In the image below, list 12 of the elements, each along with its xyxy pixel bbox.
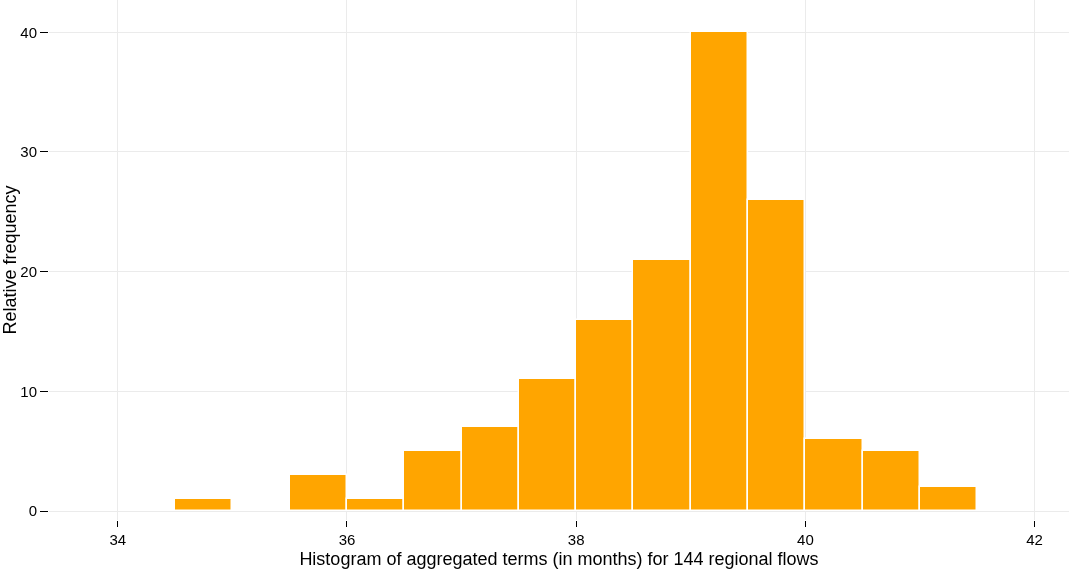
y-tick-label: 40 <box>20 23 37 41</box>
y-tick-label: 10 <box>20 382 37 400</box>
x-tick-label: 40 <box>797 531 814 548</box>
x-axis-title: Histogram of aggregated terms (in months) for 144 regional flows <box>299 549 819 570</box>
y-tick-label: 20 <box>20 262 37 280</box>
x-tick-label: 34 <box>109 531 127 548</box>
x-tick-label: 42 <box>1026 531 1043 548</box>
x-tick-label: 36 <box>338 531 356 548</box>
y-tick-label: 0 <box>28 502 37 520</box>
x-tick-label: 38 <box>567 531 585 548</box>
y-axis-title: Relative frequency <box>0 185 20 335</box>
y-tick-label: 30 <box>20 143 37 161</box>
